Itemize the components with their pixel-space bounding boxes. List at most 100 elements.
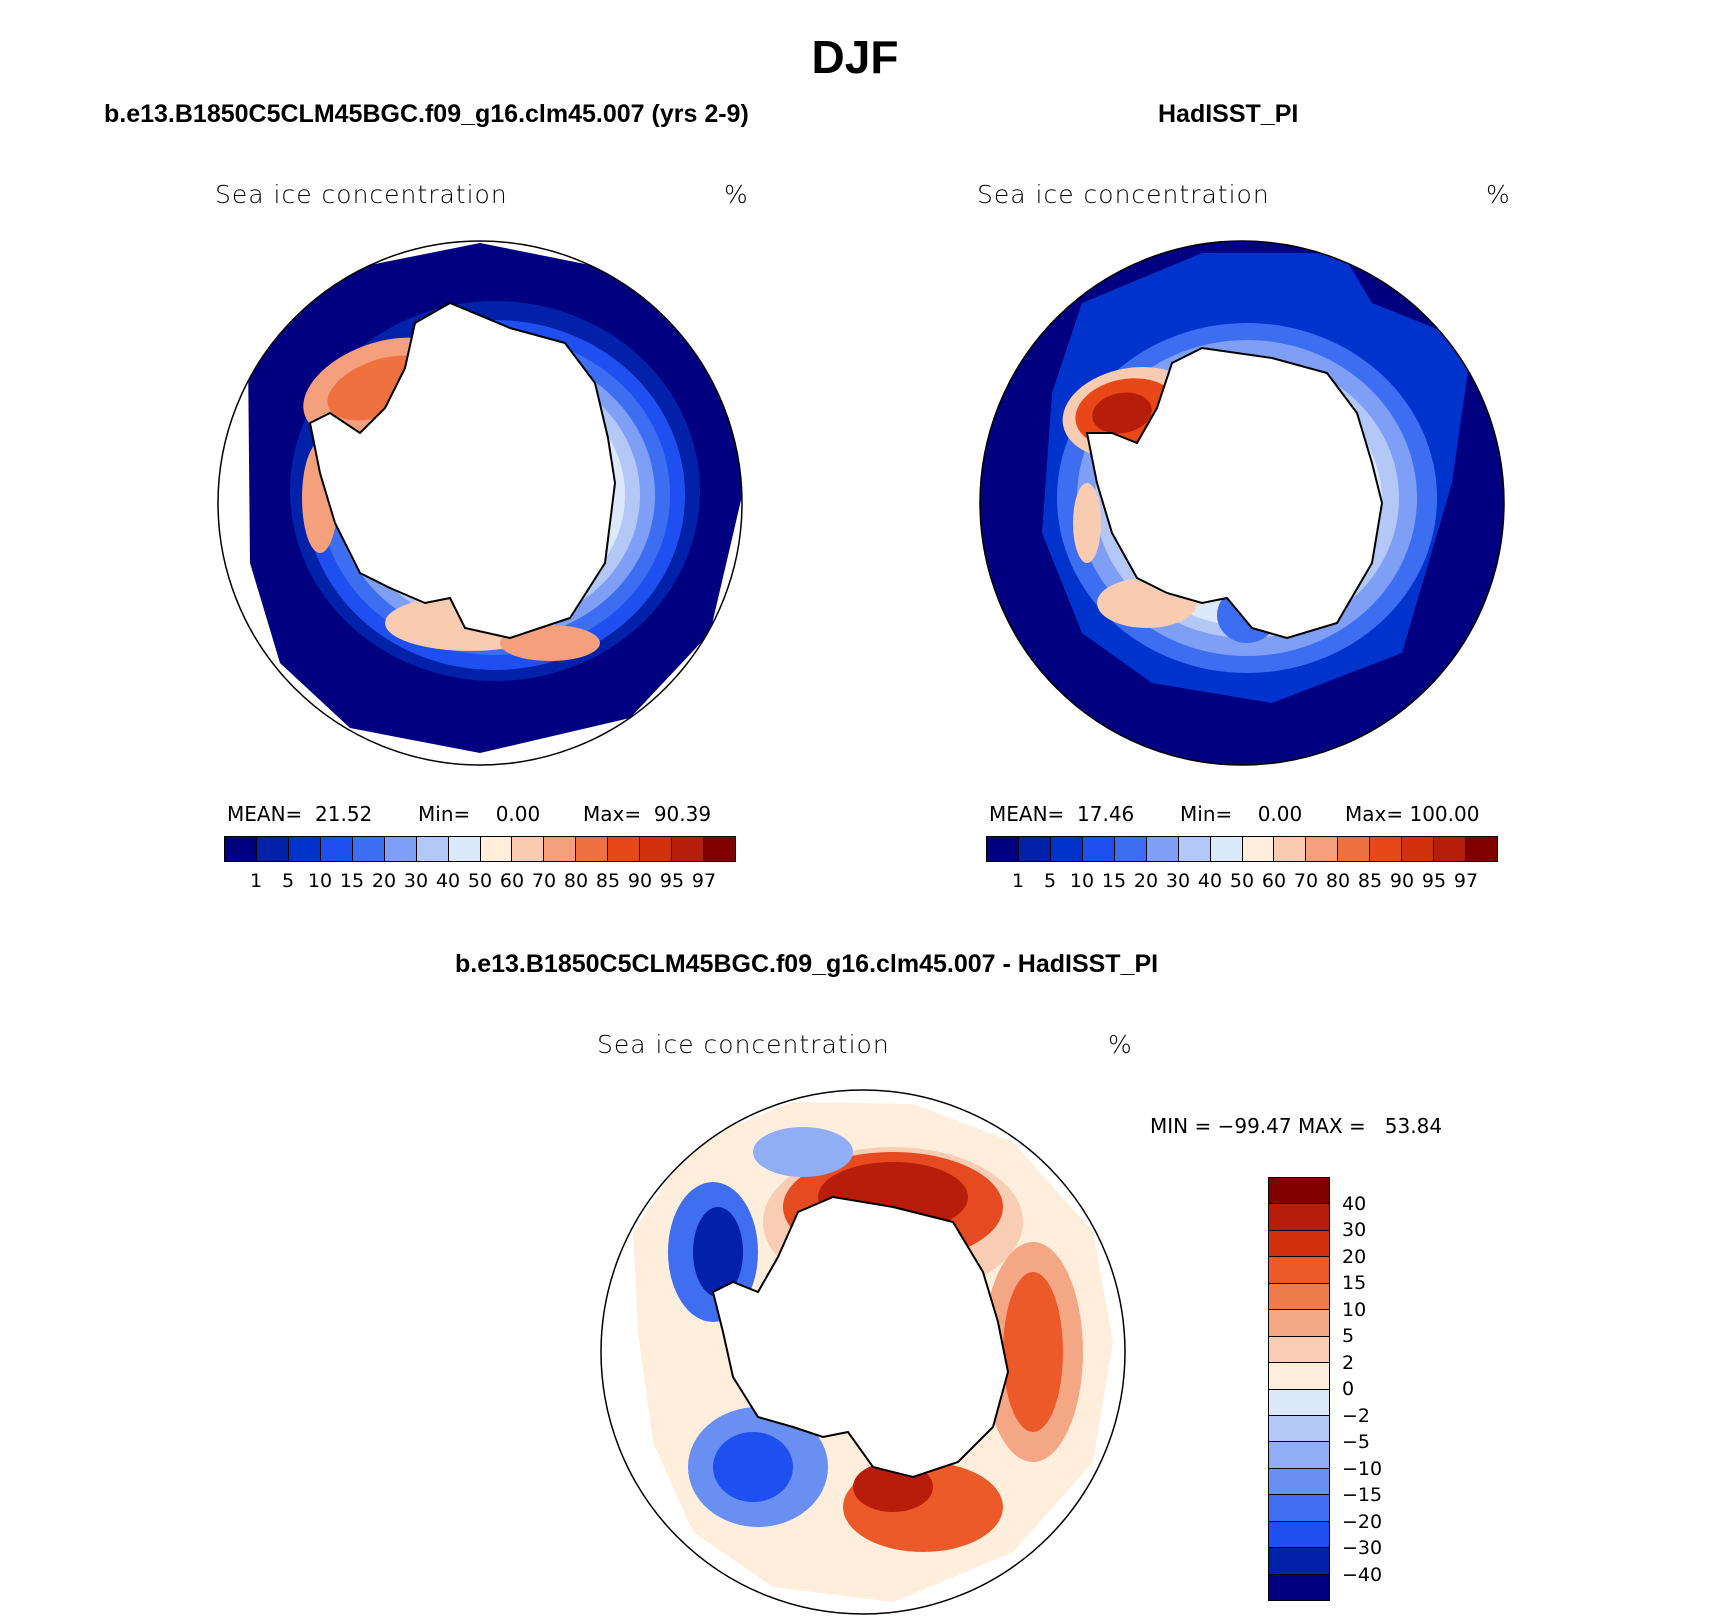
colorbar-tick-label: 97: [691, 870, 717, 892]
colorbar-tick-label: 30: [1342, 1219, 1367, 1241]
colorbar-tick-label: 5: [1043, 870, 1057, 892]
panel-2-colorbar: [986, 836, 1498, 862]
panel-1-map: [217, 240, 743, 766]
colorbar-tick-label: 60: [1261, 870, 1287, 892]
colorbar-swatch: [1269, 1363, 1329, 1390]
colorbar-tick-label: 40: [435, 870, 461, 892]
colorbar-swatch: [1269, 1257, 1329, 1284]
colorbar-tick-label: 97: [1453, 870, 1479, 892]
panel-3-title: b.e13.B1850C5CLM45BGC.f09_g16.clm45.007 …: [455, 950, 1159, 978]
figure-title: DJF: [811, 31, 899, 83]
colorbar-tick-label: 30: [403, 870, 429, 892]
colorbar-tick-label: 50: [1229, 870, 1255, 892]
colorbar-swatch: [544, 837, 577, 861]
colorbar-tick-label: 20: [1342, 1245, 1367, 1268]
colorbar-tick-label: 90: [1389, 870, 1415, 892]
colorbar-swatch: [512, 837, 545, 861]
colorbar-tick-label: 20: [1133, 870, 1159, 892]
panel-3-colorbar-ticks: 40 30 20 15 10 5 2 0 −2 −5 −10 −15 −20 −30 −40: [1342, 1177, 1422, 1601]
colorbar-swatch: [1114, 837, 1147, 861]
panel-2-title: HadISST_PI: [1158, 100, 1299, 128]
colorbar-tick-label: 90: [627, 870, 653, 892]
panel-1-subtitle: Sea ice concentration: [215, 180, 508, 209]
colorbar-swatch: [1146, 837, 1179, 861]
colorbar-swatch: [1269, 1521, 1329, 1549]
panel-2-colorbar-ticks: 1 5 10 15 20 30 40 50 60 70 80 85 90 95 97: [986, 870, 1498, 896]
colorbar-tick-label: −15: [1342, 1484, 1383, 1506]
colorbar-tick-label: 15: [339, 870, 365, 892]
colorbar-swatch: [1018, 837, 1051, 861]
colorbar-tick-label: 80: [1325, 870, 1351, 892]
colorbar-swatch: [1050, 837, 1083, 861]
panel-2-stats-min: Min= 0.00: [1180, 802, 1303, 826]
colorbar-tick-label: 15: [1342, 1272, 1367, 1294]
colorbar-swatch: [256, 837, 289, 861]
panel-2-units: %: [1486, 180, 1511, 209]
colorbar-swatch: [1269, 1178, 1329, 1205]
panel-3-subtitle: Sea ice concentration: [597, 1030, 890, 1059]
colorbar-swatch: [1178, 837, 1211, 861]
colorbar-swatch: [1269, 1574, 1329, 1600]
colorbar-swatch: [987, 837, 1019, 861]
colorbar-swatch: [1269, 1468, 1329, 1496]
colorbar-swatch: [1338, 837, 1371, 861]
colorbar-tick-label: −30: [1342, 1537, 1383, 1559]
colorbar-swatch: [1269, 1283, 1329, 1311]
colorbar-tick-label: 70: [1293, 870, 1319, 892]
colorbar-tick-label: 2: [1342, 1351, 1355, 1374]
colorbar-tick-label: 10: [307, 870, 333, 892]
colorbar-tick-label: 0: [1342, 1378, 1355, 1400]
colorbar-swatch: [1269, 1336, 1329, 1364]
colorbar-tick-label: 95: [1421, 870, 1447, 892]
colorbar-tick-label: 80: [563, 870, 589, 892]
panel-1-colorbar-ticks: 1 5 10 15 20 30 40 50 60 70 80 85 90 95 97: [224, 870, 736, 896]
panel-3-units: %: [1108, 1030, 1133, 1059]
colorbar-swatch: [480, 837, 513, 861]
colorbar-swatch: [1210, 837, 1243, 861]
colorbar-swatch: [288, 837, 321, 861]
colorbar-swatch: [1269, 1495, 1329, 1522]
colorbar-swatch: [1269, 1230, 1329, 1258]
colorbar-tick-label: 95: [659, 870, 685, 892]
panel-1-units: %: [724, 180, 749, 209]
colorbar-tick-label: 15: [1101, 870, 1127, 892]
colorbar-swatch: [576, 837, 609, 861]
colorbar-tick-label: 20: [371, 870, 397, 892]
colorbar-swatch: [384, 837, 417, 861]
colorbar-swatch: [1306, 837, 1339, 861]
colorbar-swatch: [320, 837, 353, 861]
panel-1-colorbar: [224, 836, 736, 862]
colorbar-tick-label: 85: [595, 870, 621, 892]
colorbar-tick-label: 10: [1069, 870, 1095, 892]
colorbar-tick-label: 30: [1165, 870, 1191, 892]
colorbar-tick-label: 1: [249, 870, 263, 892]
panel-2-subtitle: Sea ice concentration: [977, 180, 1270, 209]
colorbar-tick-label: 85: [1357, 870, 1383, 892]
colorbar-swatch: [1402, 837, 1435, 861]
colorbar-swatch: [1370, 837, 1403, 861]
colorbar-tick-label: 40: [1342, 1192, 1367, 1215]
colorbar-tick-label: −20: [1342, 1510, 1383, 1533]
colorbar-swatch: [1269, 1389, 1329, 1416]
panel-1-stats-max: Max= 90.39: [583, 802, 712, 826]
colorbar-tick-label: 5: [281, 870, 295, 892]
colorbar-swatch: [1466, 837, 1497, 861]
panel-1-title: b.e13.B1850C5CLM45BGC.f09_g16.clm45.007 …: [104, 100, 749, 128]
colorbar-swatch: [1082, 837, 1115, 861]
panel-2-stats-mean: MEAN= 17.46: [989, 802, 1135, 826]
colorbar-swatch: [1269, 1548, 1329, 1575]
colorbar-swatch: [416, 837, 449, 861]
colorbar-swatch: [1269, 1310, 1329, 1337]
colorbar-swatch: [608, 837, 641, 861]
colorbar-tick-label: 60: [499, 870, 525, 892]
colorbar-tick-label: 1: [1011, 870, 1025, 892]
colorbar-swatch: [1242, 837, 1275, 861]
colorbar-swatch: [1269, 1204, 1329, 1231]
colorbar-tick-label: 10: [1342, 1298, 1367, 1321]
colorbar-tick-label: 70: [531, 870, 557, 892]
colorbar-swatch: [672, 837, 705, 861]
colorbar-tick-label: 50: [467, 870, 493, 892]
colorbar-swatch: [352, 837, 385, 861]
colorbar-swatch: [640, 837, 673, 861]
panel-3-colorbar: [1268, 1177, 1330, 1601]
